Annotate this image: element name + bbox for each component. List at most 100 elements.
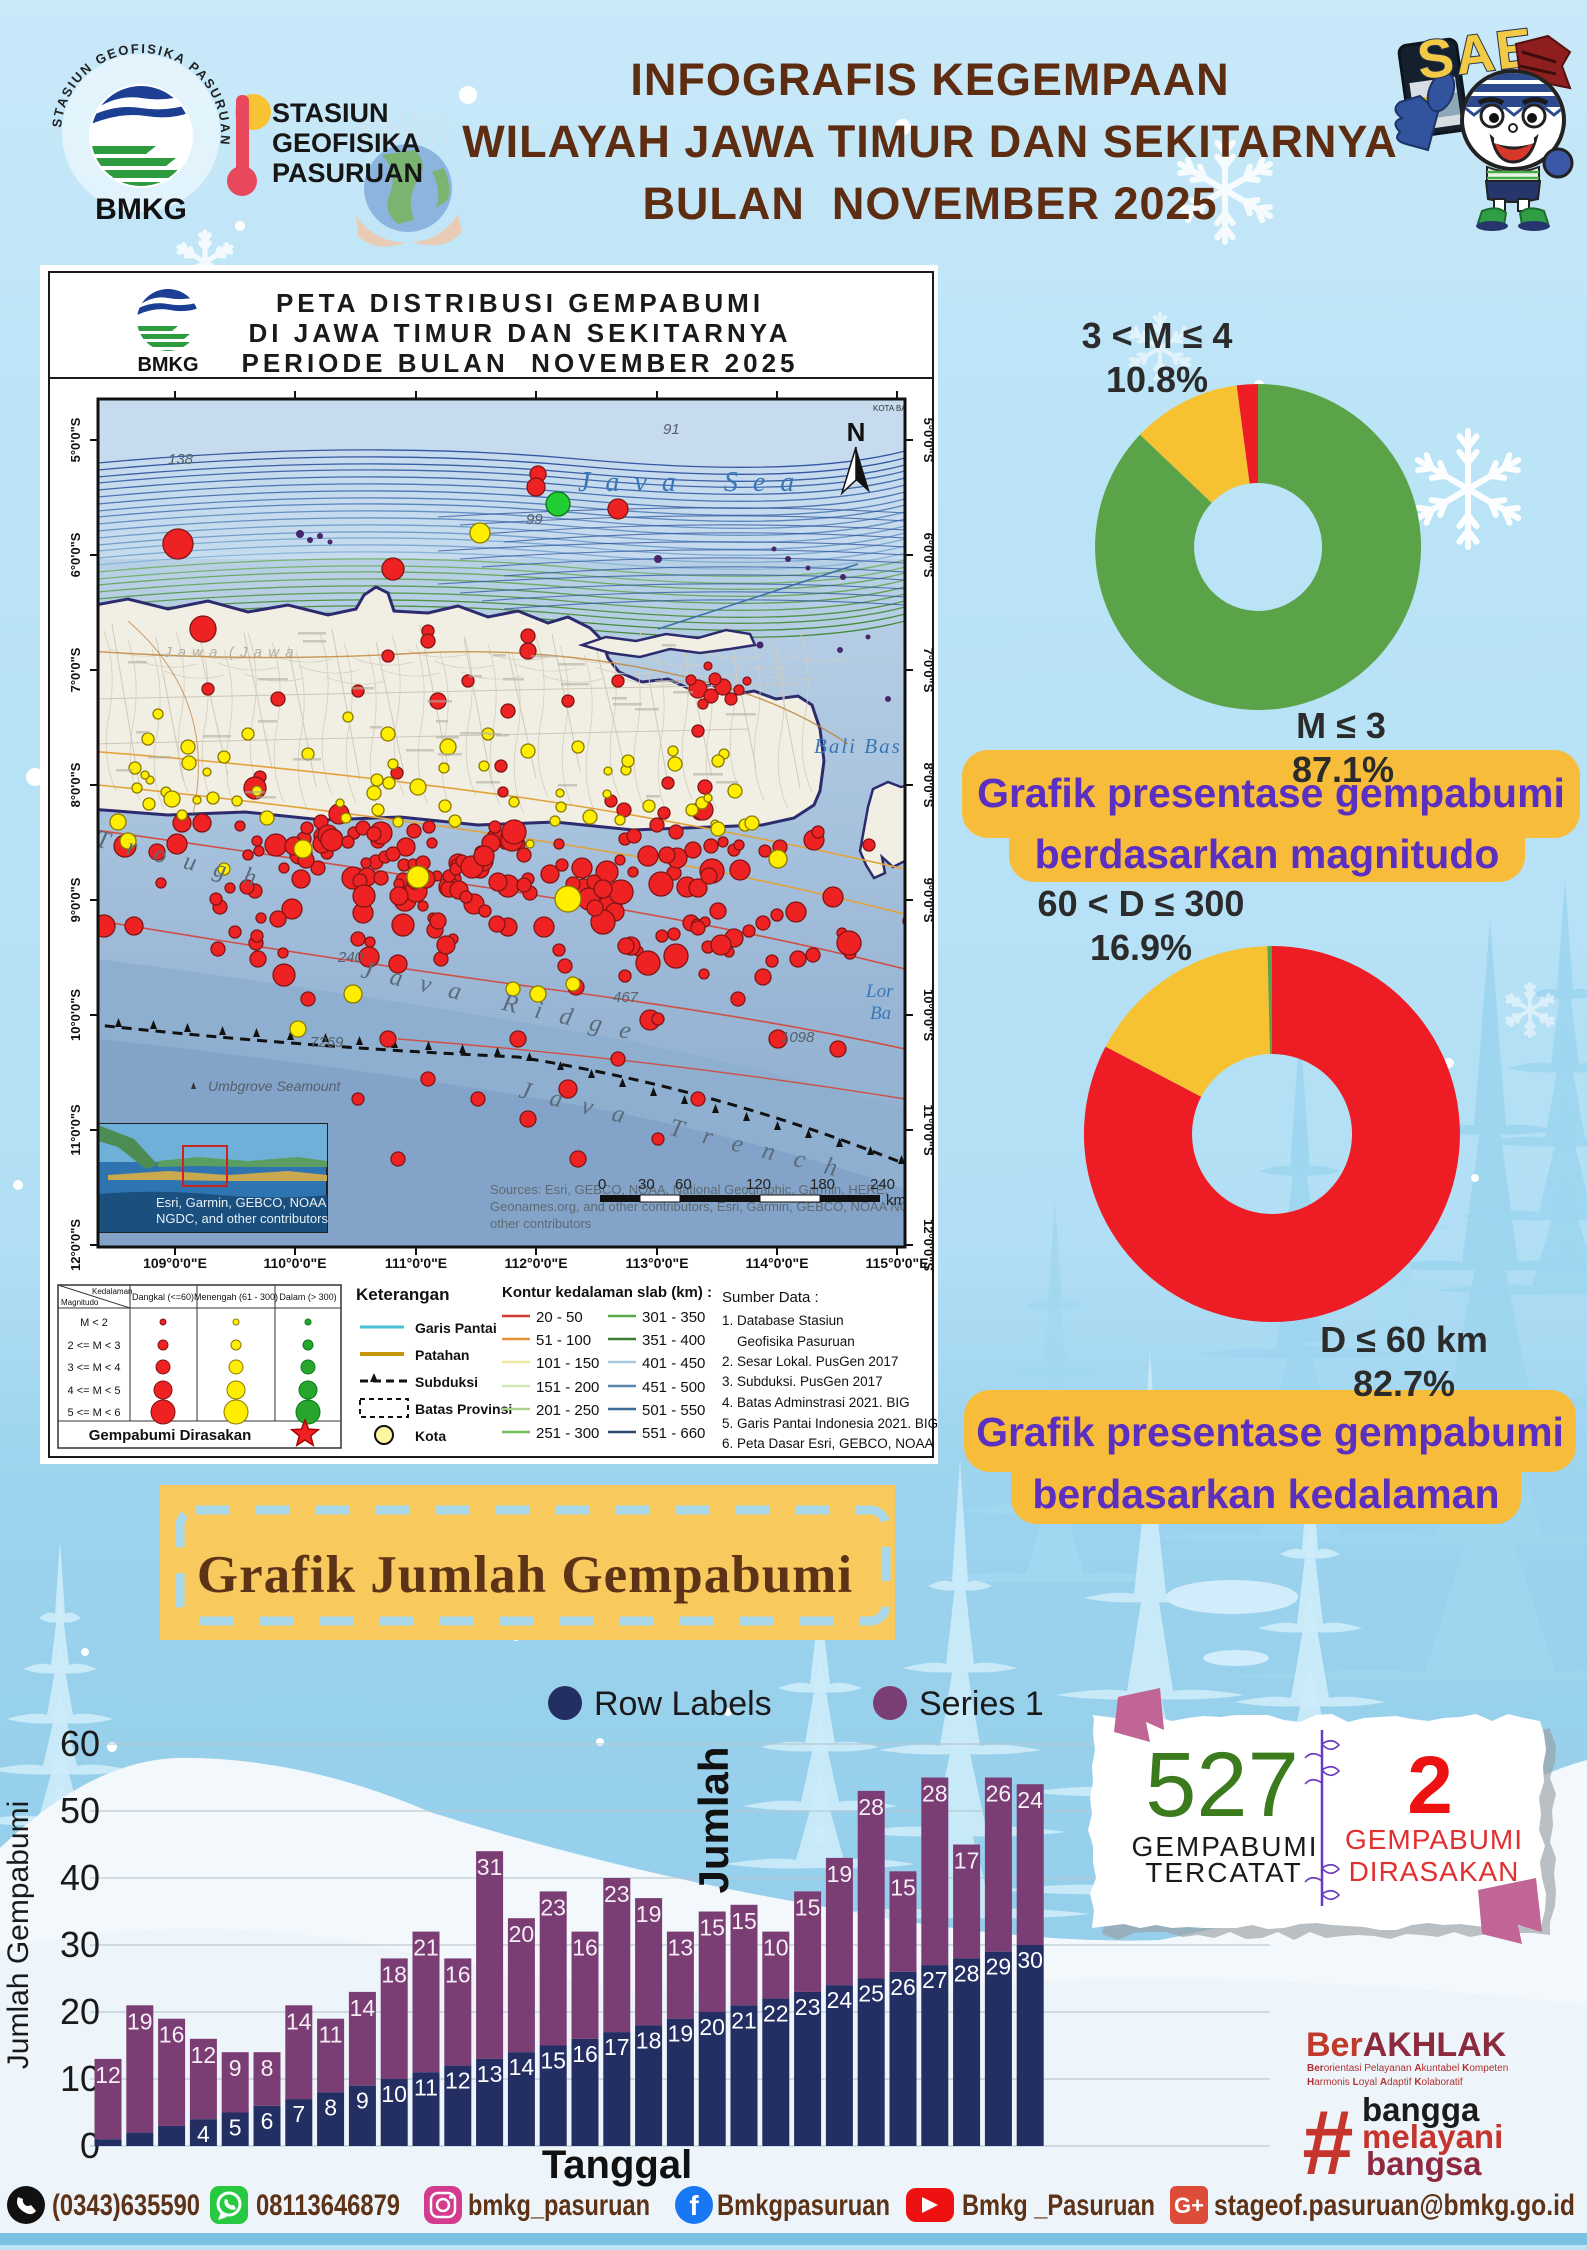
svg-text:120: 120 [746, 1176, 771, 1193]
svg-text:14: 14 [286, 2008, 312, 2034]
svg-text:J a v a S e a: J a v a S e a [578, 467, 798, 498]
svg-text:0: 0 [598, 1176, 606, 1193]
svg-text:BerAKHLAK: BerAKHLAK [1306, 2026, 1507, 2064]
svg-text:99: 99 [526, 511, 543, 528]
svg-text:BMKG: BMKG [137, 354, 198, 376]
svg-text:10: 10 [381, 2081, 407, 2107]
svg-text:51 - 100: 51 - 100 [536, 1332, 591, 1349]
svg-text:15: 15 [731, 1908, 757, 1934]
svg-text:9°0'0"S: 9°0'0"S [921, 878, 936, 923]
svg-text:114°0'0"E: 114°0'0"E [745, 1255, 808, 1271]
svg-text:301 - 350: 301 - 350 [642, 1309, 705, 1326]
svg-text:115°0'0"E: 115°0'0"E [865, 1255, 928, 1271]
svg-text:7: 7 [292, 2101, 305, 2127]
svg-text:112°0'0"E: 112°0'0"E [504, 1255, 567, 1271]
svg-text:551 - 660: 551 - 660 [642, 1425, 705, 1442]
svg-text:20 - 50: 20 - 50 [536, 1309, 583, 1326]
svg-text:50: 50 [60, 1790, 100, 1831]
svg-text:Gempabumi Dirasakan: Gempabumi Dirasakan [89, 1427, 252, 1444]
svg-text:19: 19 [827, 1861, 853, 1887]
svg-text:Subduksi: Subduksi [415, 1374, 478, 1390]
svg-text:1098: 1098 [781, 1029, 815, 1046]
svg-text:PASURUAN: PASURUAN [272, 158, 423, 188]
svg-text:f: f [689, 2190, 699, 2221]
svg-text:16: 16 [445, 1961, 471, 1987]
svg-text:24: 24 [827, 1987, 853, 2013]
svg-text:60 < D ≤ 300: 60 < D ≤ 300 [1038, 883, 1245, 924]
svg-text:109°0'0"E: 109°0'0"E [143, 1255, 207, 1271]
svg-text:15: 15 [890, 1874, 916, 1900]
svg-text:Sumber Data :: Sumber Data : [722, 1289, 819, 1306]
svg-text:16: 16 [572, 1935, 598, 1961]
svg-text:D ≤ 60 km: D ≤ 60 km [1320, 1319, 1488, 1360]
svg-text:08113646879: 08113646879 [256, 2189, 400, 2222]
svg-text:8: 8 [261, 2055, 274, 2081]
svg-text:8°0'0"S: 8°0'0"S [921, 763, 936, 808]
svg-text:berdasarkan kedalaman: berdasarkan kedalaman [1032, 1471, 1499, 1517]
svg-text:60: 60 [60, 1723, 100, 1764]
svg-text:27: 27 [922, 1967, 948, 1993]
svg-text:16: 16 [159, 2022, 185, 2048]
svg-text:7°0'0"S: 7°0'0"S [921, 648, 936, 693]
svg-text:BULAN NOVEMBER 2025: BULAN NOVEMBER 2025 [642, 178, 1217, 229]
svg-text:berdasarkan magnitudo: berdasarkan magnitudo [1035, 831, 1500, 877]
svg-text:19: 19 [636, 1901, 662, 1927]
svg-text:60: 60 [675, 1176, 692, 1193]
svg-text:M ≤ 3: M ≤ 3 [1296, 705, 1386, 746]
svg-text:87.1%: 87.1% [1292, 749, 1394, 790]
svg-text:82.7%: 82.7% [1353, 1363, 1455, 1404]
svg-text:23: 23 [540, 1894, 566, 1920]
svg-text:19: 19 [127, 2008, 153, 2034]
svg-text:Menengah (61 - 300): Menengah (61 - 300) [194, 1292, 278, 1302]
svg-text:21: 21 [413, 1935, 439, 1961]
svg-text:Lor: Lor [865, 981, 894, 1002]
svg-text:GEOFISIKA: GEOFISIKA [272, 128, 421, 158]
svg-text:2 <= M < 3: 2 <= M < 3 [68, 1340, 121, 1352]
svg-text:#: # [1301, 2092, 1353, 2194]
svg-text:(0343)635590: (0343)635590 [52, 2189, 200, 2222]
svg-text:stageof.pasuruan@bmkg.go.id: stageof.pasuruan@bmkg.go.id [1214, 2189, 1575, 2222]
svg-text:Bmkg _Pasuruan: Bmkg _Pasuruan [962, 2189, 1155, 2222]
svg-text:GEMPABUMI: GEMPABUMI [1131, 1831, 1318, 1862]
svg-text:Umbgrove Seamount: Umbgrove Seamount [208, 1078, 341, 1094]
svg-text:30: 30 [1017, 1947, 1043, 1973]
svg-text:STASIUN: STASIUN [272, 98, 389, 128]
svg-text:7°0'0"S: 7°0'0"S [68, 647, 83, 692]
svg-text:Grafik presentase gempabumi: Grafik presentase gempabumi [977, 770, 1565, 816]
svg-text:26: 26 [986, 1781, 1012, 1807]
svg-text:4: 4 [197, 2121, 210, 2147]
svg-text:26: 26 [890, 1974, 916, 2000]
svg-text:PERIODE BULAN NOVEMBER 2025: PERIODE BULAN NOVEMBER 2025 [242, 348, 799, 378]
svg-text:28: 28 [954, 1960, 980, 1986]
svg-text:6°0'0"S: 6°0'0"S [68, 532, 83, 577]
svg-text:6: 6 [261, 2108, 274, 2134]
svg-text:11: 11 [319, 2022, 343, 2048]
svg-text:11: 11 [414, 2074, 438, 2100]
svg-text:NGDC, and other contributors: NGDC, and other contributors [156, 1211, 328, 1226]
svg-text:240: 240 [337, 949, 364, 966]
svg-text:Esri, Garmin, GEBCO, NOAA: Esri, Garmin, GEBCO, NOAA [156, 1195, 327, 1210]
svg-text:110°0'0"E: 110°0'0"E [263, 1255, 326, 1271]
svg-text:12: 12 [95, 2062, 121, 2088]
svg-text:PETA DISTRIBUSI GEMPABUMI: PETA DISTRIBUSI GEMPABUMI [276, 288, 764, 318]
svg-text:101 - 150: 101 - 150 [536, 1355, 599, 1372]
svg-text:20: 20 [699, 2014, 725, 2040]
svg-text:14: 14 [509, 2054, 535, 2080]
svg-text:23: 23 [604, 1881, 630, 1907]
svg-text:14: 14 [350, 1995, 376, 2021]
svg-text:5: 5 [229, 2115, 242, 2141]
svg-text:Sources: Esri, GEBCO, NOAA, Na: Sources: Esri, GEBCO, NOAA, National Geo… [490, 1182, 888, 1197]
svg-text:527: 527 [1145, 1734, 1299, 1836]
svg-text:TERCATAT: TERCATAT [1145, 1857, 1303, 1888]
svg-text:13: 13 [477, 2061, 503, 2087]
svg-text:Kedalaman: Kedalaman [92, 1287, 132, 1296]
svg-text:Geofisika Pasuruan: Geofisika Pasuruan [722, 1334, 855, 1349]
svg-text:8°0'0"S: 8°0'0"S [68, 762, 83, 807]
svg-text:22: 22 [763, 2001, 789, 2027]
svg-text:J a w a ( J a w a: J a w a ( J a w a [163, 644, 295, 661]
svg-text:5 <= M < 6: 5 <= M < 6 [68, 1407, 121, 1419]
svg-text:12°0'0"S: 12°0'0"S [921, 1219, 936, 1271]
svg-text:9: 9 [356, 2088, 369, 2114]
svg-text:15: 15 [795, 1894, 821, 1920]
svg-text:91: 91 [663, 421, 680, 438]
